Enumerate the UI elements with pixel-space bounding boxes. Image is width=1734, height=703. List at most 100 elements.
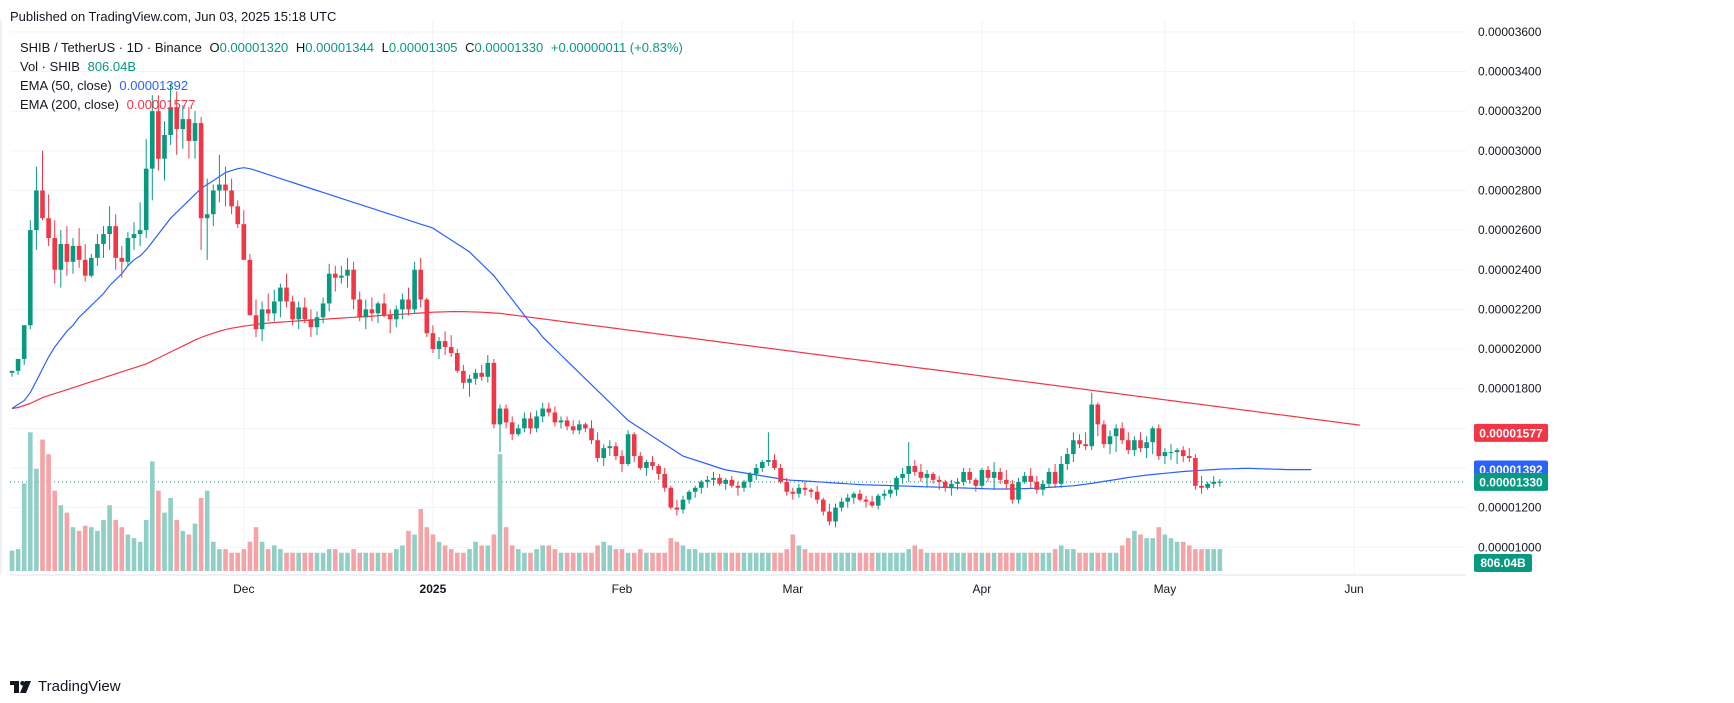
volume-bar xyxy=(509,545,515,571)
volume-bar xyxy=(400,545,405,571)
candle-body xyxy=(70,245,76,262)
candle xyxy=(991,462,997,490)
x-tick-label: Feb xyxy=(612,582,633,596)
volume-bar xyxy=(1022,552,1027,571)
candle xyxy=(753,464,759,480)
candle-body xyxy=(400,299,405,310)
candle xyxy=(265,293,271,322)
candle xyxy=(900,467,905,484)
candle xyxy=(631,432,637,463)
candle xyxy=(699,479,704,494)
candle-body xyxy=(509,422,515,435)
volume-badge xyxy=(1474,554,1532,572)
candle xyxy=(1058,456,1064,488)
volume-bar xyxy=(412,534,417,571)
candle-body xyxy=(583,424,588,429)
candle-body xyxy=(235,206,240,225)
volume-bar xyxy=(131,538,137,571)
candle-body xyxy=(1065,454,1070,464)
candle xyxy=(46,194,51,246)
candle xyxy=(808,487,814,498)
candle-body xyxy=(1193,458,1198,486)
x-tick-label: Apr xyxy=(973,582,992,596)
y-tick-label: 0.00002400 xyxy=(1478,263,1542,277)
candle xyxy=(473,368,478,385)
candle-body xyxy=(1095,404,1101,425)
volume-bar xyxy=(58,505,64,571)
volume-bar xyxy=(320,552,326,571)
time-axis[interactable]: Dec 2025 Feb Mar Apr May Jun xyxy=(233,582,1364,596)
candle xyxy=(796,483,802,498)
volume-bar xyxy=(1040,552,1046,571)
volume-bar xyxy=(1010,552,1015,571)
volume-bar xyxy=(589,552,594,571)
candle-body xyxy=(430,333,436,350)
volume-bar xyxy=(150,461,155,571)
volume-bar xyxy=(387,552,393,571)
candle xyxy=(314,311,320,336)
volume-bar xyxy=(1107,552,1113,571)
candle xyxy=(1180,446,1186,463)
volume-bar xyxy=(217,549,222,571)
candle xyxy=(1077,434,1082,449)
candle-body xyxy=(516,428,521,435)
volume-bar xyxy=(851,552,857,571)
candle-body xyxy=(729,479,735,486)
candle xyxy=(351,261,356,310)
volume-bar xyxy=(1150,538,1155,571)
volume-bar xyxy=(1126,538,1131,571)
legend-symbol[interactable]: SHIB / TetherUS · 1D · Binance xyxy=(20,40,202,55)
candle xyxy=(790,487,796,500)
candle-body xyxy=(113,226,118,258)
y-tick-label: 0.00001800 xyxy=(1478,382,1542,396)
volume-bar xyxy=(34,468,39,571)
legend-ema50-label[interactable]: EMA (50, close) xyxy=(20,78,112,93)
candle xyxy=(1126,432,1131,455)
volume-bar xyxy=(95,530,100,571)
candle xyxy=(644,460,649,476)
y-tick-label: 0.00002800 xyxy=(1478,183,1542,197)
candle-body xyxy=(82,259,88,276)
candle xyxy=(448,335,454,357)
legend-open-label: O xyxy=(209,40,220,55)
volume-bar xyxy=(778,552,783,571)
candle xyxy=(211,184,216,227)
volume-bar xyxy=(924,552,930,571)
candle-body xyxy=(674,507,680,510)
candle-body xyxy=(326,273,332,304)
candle-body xyxy=(650,462,655,466)
candle-body xyxy=(1077,440,1082,445)
tradingview-footer[interactable]: TradingView xyxy=(10,678,121,695)
volume-bar xyxy=(1028,552,1033,571)
volume-bar xyxy=(839,552,844,571)
candle-body xyxy=(863,499,869,502)
candle xyxy=(717,473,722,486)
legend-ema200-label[interactable]: EMA (200, close) xyxy=(20,97,119,112)
volume-bar xyxy=(485,545,491,571)
volume-bar xyxy=(46,454,51,571)
candle-body xyxy=(717,477,722,484)
legend-low-label: L xyxy=(381,40,389,55)
legend-volume-label[interactable]: Vol · SHIB xyxy=(20,59,80,74)
volume-bar xyxy=(241,549,247,571)
candle-body xyxy=(955,481,960,484)
volume-bar xyxy=(375,552,381,571)
volume-bar xyxy=(119,527,125,571)
candle-body xyxy=(802,487,808,490)
candle xyxy=(95,234,100,266)
candle-body xyxy=(613,446,619,457)
volume-bar xyxy=(607,545,613,571)
volume-bar xyxy=(1004,552,1009,571)
volume-bar xyxy=(70,527,76,571)
candle xyxy=(857,489,863,502)
candle-body xyxy=(424,299,430,334)
volume-bar xyxy=(900,552,905,571)
candle xyxy=(1016,477,1021,504)
candle xyxy=(180,105,186,149)
candle-body xyxy=(290,301,295,320)
volume-bar xyxy=(808,552,814,571)
candle-body xyxy=(461,370,466,383)
candle xyxy=(1132,436,1137,457)
candle-body xyxy=(40,190,45,219)
